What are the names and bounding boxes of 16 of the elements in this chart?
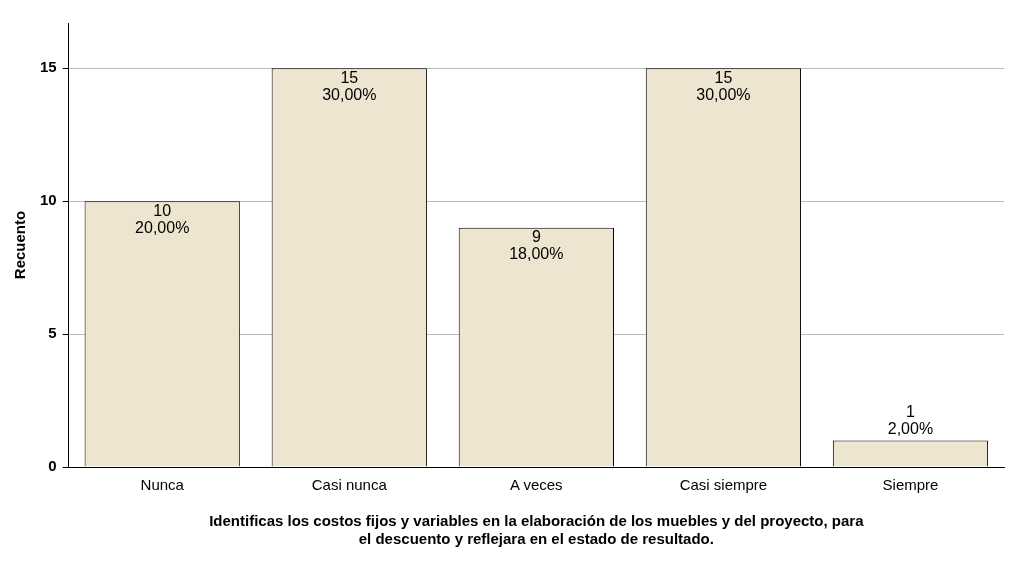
x-tick-label: Nunca [140, 476, 185, 494]
y-tick-label: 10 [40, 191, 57, 209]
x-axis-title: Identificas los costos fijos y variables en la elaboración de los muebles y del proyecto, para el descuento y reflejara en el estado de resultado. [209, 512, 865, 548]
y-tick-label: 15 [40, 58, 57, 76]
x-tick-label: Siempre [882, 476, 939, 494]
data-label: 9 18,00% [509, 228, 564, 263]
data-label: 1 2,00% [887, 402, 934, 437]
data-label: 15 30,00% [322, 68, 377, 103]
x-tick-label: Casi nunca [311, 476, 388, 494]
data-label: 15 30,00% [696, 68, 751, 103]
x-tick-label: Casi siempre [679, 476, 768, 494]
y-tick-label: 0 [48, 457, 57, 475]
y-tick-label: 5 [48, 324, 57, 342]
data-label: 10 20,00% [135, 201, 190, 236]
x-tick-label: A veces [510, 476, 563, 494]
y-axis-title: Recuento [11, 210, 29, 280]
